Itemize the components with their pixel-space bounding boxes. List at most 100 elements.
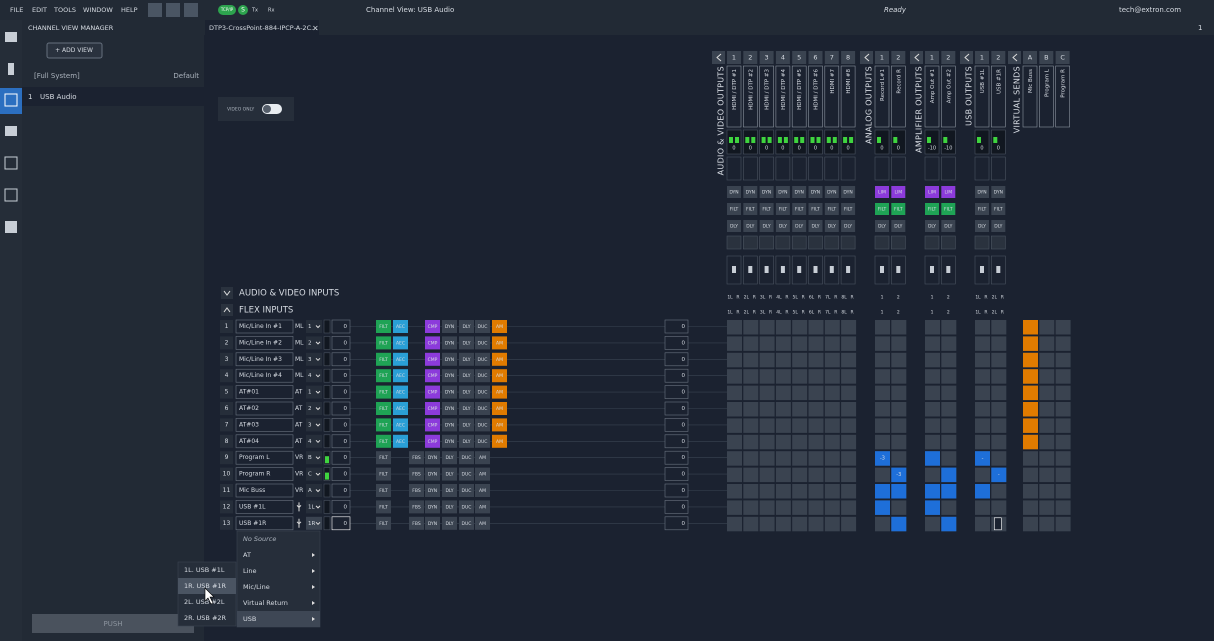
- tab[interactable]: [205, 20, 319, 35]
- input-dsp-label[interactable]: DYN: [445, 406, 454, 412]
- output-dsp-label[interactable]: DYN: [843, 190, 852, 196]
- crosspoint-cell[interactable]: [975, 369, 990, 384]
- input-dsp-block[interactable]: [376, 336, 391, 350]
- input-dsp-label[interactable]: DLY: [462, 406, 470, 412]
- input-gain2-box[interactable]: [664, 336, 689, 350]
- input-dsp-label[interactable]: AM: [496, 357, 503, 363]
- input-dsp-block[interactable]: [492, 369, 507, 383]
- input-dsp-label[interactable]: DLY: [462, 390, 470, 396]
- input-channel-select[interactable]: [306, 500, 322, 514]
- input-channel[interactable]: 4: [308, 439, 312, 445]
- output-dsp-label[interactable]: FILT: [944, 207, 953, 213]
- crosspoint-cell[interactable]: [841, 352, 857, 368]
- crosspoint-cell[interactable]: [775, 352, 791, 368]
- output-name-box[interactable]: [791, 65, 807, 128]
- source-menu-item[interactable]: No Source: [243, 535, 276, 543]
- output-number-box[interactable]: [875, 51, 889, 64]
- input-dsp-label[interactable]: DYN: [428, 504, 437, 510]
- crosspoint-active[interactable]: [941, 467, 957, 483]
- crosspoint-cell[interactable]: [1039, 516, 1055, 532]
- input-dsp-block[interactable]: [475, 352, 490, 366]
- input-dsp-label[interactable]: CMP: [428, 373, 438, 379]
- menu-item[interactable]: TOOLS: [53, 6, 76, 14]
- crosspoint-cell[interactable]: [941, 402, 957, 417]
- crosspoint-active[interactable]: [925, 484, 940, 499]
- input-dsp-block[interactable]: [442, 451, 457, 465]
- output-dsp-label[interactable]: DYN: [746, 190, 755, 196]
- output-name-box[interactable]: [890, 65, 906, 128]
- crosspoint-cell[interactable]: [1039, 434, 1055, 450]
- input-dsp-block[interactable]: [475, 402, 490, 415]
- input-channel-select[interactable]: [306, 516, 322, 530]
- input-name-box[interactable]: [235, 500, 294, 514]
- mute-box[interactable]: [990, 235, 1006, 250]
- crosspoint-cell[interactable]: [891, 320, 907, 335]
- output-number-box[interactable]: [824, 51, 839, 64]
- crosspoint-cell[interactable]: [841, 451, 857, 466]
- input-dsp-block[interactable]: [425, 336, 440, 350]
- input-channel[interactable]: 4: [308, 373, 312, 379]
- output-dsp-block[interactable]: [808, 186, 823, 198]
- crosspoint-cell[interactable]: [824, 418, 840, 433]
- usb-submenu-item[interactable]: 1L. USB #1L: [184, 566, 225, 574]
- crosspoint-cell[interactable]: [1039, 418, 1055, 433]
- input-dsp-label[interactable]: DLY: [462, 422, 470, 428]
- input-dsp-label[interactable]: DUC: [478, 324, 488, 330]
- rail-icon[interactable]: [5, 126, 17, 136]
- input-dsp-block[interactable]: [409, 484, 424, 497]
- rail-icon[interactable]: [5, 32, 17, 42]
- input-dsp-block[interactable]: [442, 320, 457, 333]
- output-dsp-label[interactable]: LIM: [944, 190, 952, 196]
- input-dsp-block[interactable]: [376, 369, 391, 383]
- crosspoint-cell[interactable]: [925, 402, 940, 417]
- crosspoint-cell[interactable]: [792, 320, 808, 335]
- crosspoint-cell[interactable]: [775, 467, 791, 483]
- input-dsp-label[interactable]: FILT: [379, 488, 388, 494]
- crosspoint-active[interactable]: [891, 484, 907, 499]
- rail-icon[interactable]: [8, 63, 14, 75]
- crosspoint-active[interactable]: [941, 516, 957, 532]
- usb-submenu-item[interactable]: 1R. USB #1R: [184, 582, 227, 590]
- crosspoint-cell[interactable]: [775, 320, 791, 335]
- usb-submenu-item[interactable]: 2L. USB #2L: [184, 598, 225, 606]
- output-dsp-label[interactable]: DYN: [762, 190, 771, 196]
- input-dsp-label[interactable]: FILT: [379, 373, 388, 379]
- input-gain-box[interactable]: [331, 368, 351, 383]
- crosspoint-cell[interactable]: [1055, 402, 1071, 417]
- output-dsp-block[interactable]: [775, 203, 790, 215]
- scroll-arrow[interactable]: [1008, 51, 1021, 64]
- crosspoint-cell[interactable]: [727, 369, 742, 384]
- crosspoint-cell[interactable]: [841, 434, 857, 450]
- input-channel[interactable]: 1: [308, 390, 312, 396]
- output-dsp-label[interactable]: DLY: [779, 224, 787, 230]
- input-dsp-block[interactable]: [376, 451, 391, 465]
- crosspoint-cell[interactable]: [792, 402, 808, 417]
- source-menu-item[interactable]: Mic/Line: [243, 583, 270, 591]
- output-dsp-block[interactable]: [941, 203, 956, 215]
- crosspoint-cell[interactable]: [727, 516, 742, 532]
- output-dsp-label[interactable]: DLY: [894, 224, 902, 230]
- crosspoint-cell[interactable]: [808, 418, 824, 433]
- crosspoint-cell[interactable]: [743, 320, 759, 335]
- mute-box[interactable]: [840, 235, 856, 250]
- input-dsp-label[interactable]: FBS: [412, 504, 421, 510]
- crosspoint-cell[interactable]: [824, 385, 840, 401]
- crosspoint-cell[interactable]: [975, 402, 990, 417]
- tab-label[interactable]: DTP3-CrossPoint-884-IPCP-A-2C...: [209, 24, 317, 32]
- crosspoint-cell[interactable]: [991, 451, 1007, 466]
- input-gain2-box[interactable]: [664, 500, 689, 514]
- input-dsp-label[interactable]: AM: [496, 406, 503, 412]
- output-dsp-label[interactable]: FILT: [762, 207, 771, 213]
- output-dsp-label[interactable]: DLY: [763, 224, 771, 230]
- input-channel[interactable]: 1R: [308, 521, 315, 527]
- rail-icon[interactable]: [5, 221, 17, 233]
- crosspoint-cell[interactable]: [925, 516, 940, 532]
- crosspoint-cell[interactable]: [824, 484, 840, 499]
- crosspoint-cell[interactable]: [991, 336, 1007, 351]
- source-menu-item[interactable]: Line: [243, 567, 257, 575]
- output-dsp-block[interactable]: [925, 220, 939, 232]
- output-number-box[interactable]: [775, 51, 790, 64]
- output-dsp-block[interactable]: [759, 220, 774, 232]
- output-dsp-block[interactable]: [759, 203, 774, 215]
- input-name-box[interactable]: [235, 483, 294, 498]
